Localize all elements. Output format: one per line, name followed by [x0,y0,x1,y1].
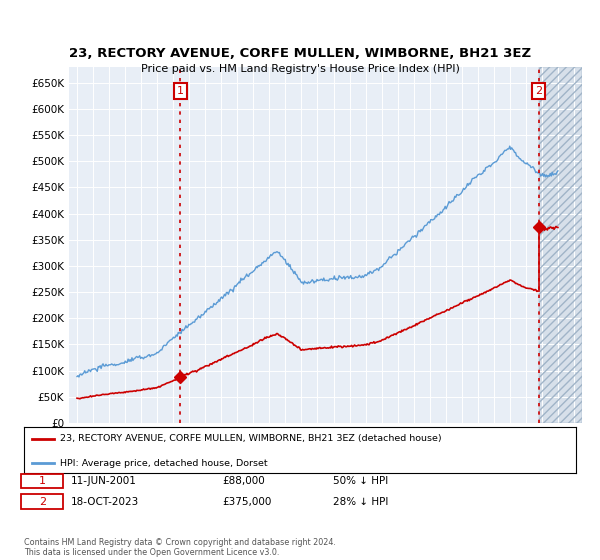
Text: 2: 2 [535,86,542,96]
Text: 11-JUN-2001: 11-JUN-2001 [71,476,137,486]
Text: 2: 2 [38,497,46,507]
Text: 18-OCT-2023: 18-OCT-2023 [71,497,139,507]
Text: HPI: Average price, detached house, Dorset: HPI: Average price, detached house, Dors… [60,459,268,468]
Text: 23, RECTORY AVENUE, CORFE MULLEN, WIMBORNE, BH21 3EZ (detached house): 23, RECTORY AVENUE, CORFE MULLEN, WIMBOR… [60,434,442,444]
Text: Contains HM Land Registry data © Crown copyright and database right 2024.
This d: Contains HM Land Registry data © Crown c… [24,538,336,557]
Text: 23, RECTORY AVENUE, CORFE MULLEN, WIMBORNE, BH21 3EZ: 23, RECTORY AVENUE, CORFE MULLEN, WIMBOR… [69,47,531,60]
Text: 50% ↓ HPI: 50% ↓ HPI [333,476,388,486]
Text: £88,000: £88,000 [223,476,265,486]
Bar [539,67,582,423]
Text: £375,000: £375,000 [223,497,272,507]
Bar [539,67,582,423]
Text: 1: 1 [39,476,46,486]
Text: 28% ↓ HPI: 28% ↓ HPI [333,497,388,507]
Text: 1: 1 [177,86,184,96]
Text: Price paid vs. HM Land Registry's House Price Index (HPI): Price paid vs. HM Land Registry's House … [140,64,460,74]
FancyBboxPatch shape [21,494,62,508]
FancyBboxPatch shape [21,474,62,488]
